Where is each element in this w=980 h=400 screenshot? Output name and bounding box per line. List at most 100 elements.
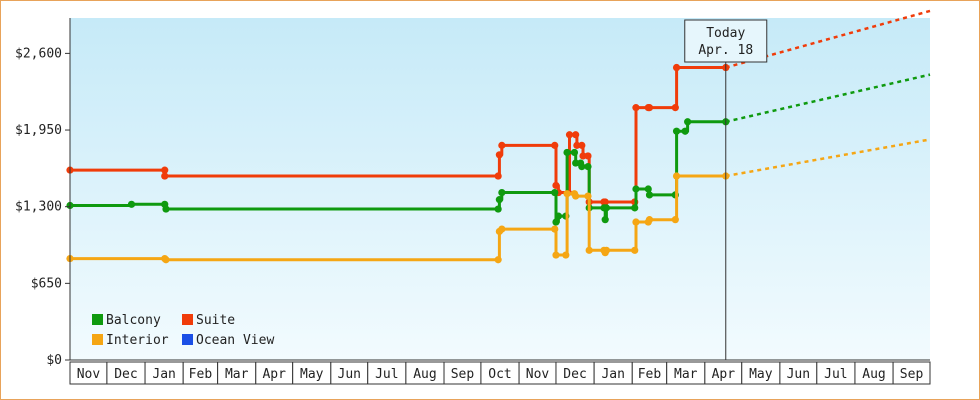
data-point — [551, 188, 559, 197]
today-layer: Today Apr. 18 — [684, 19, 768, 360]
x-tick-label: Feb — [189, 367, 213, 382]
y-tick-label: $1,300 — [15, 200, 62, 215]
legend-swatch-balcony — [92, 314, 103, 325]
series-layer — [66, 9, 931, 264]
data-point — [672, 172, 681, 180]
series-interior — [66, 138, 931, 264]
projection-line-balcony — [725, 73, 931, 123]
axis-layer: $0 $650 $1,300 $1,950 $2,600 Nov Dec Jan Feb Mar A… — [15, 18, 931, 385]
data-point — [573, 141, 581, 149]
data-point — [644, 185, 652, 193]
data-point — [632, 218, 640, 226]
data-point — [495, 196, 503, 204]
legend-label-ocean-view: Ocean View — [196, 333, 274, 348]
x-tick-label: Jun — [787, 367, 810, 382]
y-tick-label: $650 — [31, 276, 62, 291]
data-point — [127, 200, 136, 208]
data-point — [632, 104, 640, 112]
data-point — [632, 185, 640, 193]
data-point — [572, 131, 580, 139]
data-point — [161, 172, 169, 180]
x-tick-label: Jun — [338, 367, 361, 382]
data-point — [551, 141, 559, 149]
legend-label-balcony: Balcony — [106, 313, 161, 328]
data-point — [672, 63, 681, 72]
data-point — [584, 192, 592, 200]
x-tick-label: Nov — [77, 367, 101, 382]
data-point — [579, 152, 587, 160]
data-point — [672, 127, 681, 135]
data-point — [494, 205, 502, 213]
data-point — [565, 131, 574, 139]
data-point — [602, 204, 611, 212]
data-point — [631, 204, 639, 212]
series-balcony — [66, 73, 931, 226]
data-point — [554, 212, 563, 220]
x-tick-label: Sep — [451, 367, 475, 382]
y-tick-label: $2,600 — [15, 46, 62, 61]
data-point — [161, 166, 169, 174]
x-tick-label: Oct — [488, 367, 511, 382]
data-point — [562, 251, 570, 259]
x-tick-label: Jul — [375, 367, 398, 382]
today-date: Apr. 18 — [698, 43, 753, 58]
x-tick-label: Feb — [638, 367, 662, 382]
today-label: Today — [706, 26, 745, 41]
x-tick-label: Jan — [152, 367, 175, 382]
data-point — [645, 104, 654, 112]
x-tick-label: Aug — [413, 367, 436, 382]
today-box — [684, 19, 768, 63]
data-point — [645, 216, 654, 224]
data-point — [684, 118, 692, 126]
x-tick-label: May — [300, 367, 324, 382]
data-point — [563, 190, 571, 198]
data-point — [552, 218, 560, 226]
data-point — [572, 192, 580, 200]
x-tick-label: Dec — [563, 367, 586, 382]
legend-swatch-ocean-view — [182, 334, 193, 345]
data-point — [585, 246, 593, 254]
data-point — [162, 256, 170, 264]
x-tick-label: Aug — [862, 367, 885, 382]
legend-label-interior: Interior — [106, 333, 169, 348]
legend-swatch-suite — [182, 314, 193, 325]
data-point — [572, 159, 580, 167]
data-point — [631, 246, 639, 254]
legend-label-suite: Suite — [196, 313, 235, 328]
x-tick-label: Apr — [262, 367, 286, 382]
x-tick-label: Mar — [674, 367, 698, 382]
data-point — [162, 205, 170, 213]
x-tick-label: Apr — [712, 367, 736, 382]
data-point — [601, 216, 609, 224]
x-tick-label: Nov — [526, 367, 550, 382]
data-point — [498, 225, 506, 233]
data-point — [578, 162, 586, 171]
data-point — [681, 127, 689, 135]
data-point — [645, 191, 654, 199]
data-point — [671, 104, 679, 112]
data-point — [551, 225, 559, 233]
data-point — [671, 216, 679, 224]
data-point — [563, 148, 571, 157]
data-point — [498, 188, 506, 197]
legend-swatch-interior — [92, 334, 103, 345]
data-point — [602, 246, 611, 254]
data-point — [495, 151, 503, 159]
y-tick-label: $0 — [46, 353, 62, 368]
data-point — [494, 256, 502, 264]
data-point — [552, 251, 560, 259]
legend: Balcony Suite Interior Ocean View — [92, 313, 274, 348]
x-tick-label: Jul — [824, 367, 847, 382]
data-point — [584, 152, 592, 160]
plot-background — [70, 18, 930, 360]
x-tick-box — [892, 361, 931, 385]
projection-line-interior — [725, 138, 931, 178]
data-point — [584, 162, 592, 171]
data-point — [601, 198, 609, 206]
x-tick-label: Sep — [900, 367, 924, 382]
data-point — [570, 148, 579, 157]
y-tick-label: $1,950 — [15, 123, 62, 138]
data-point — [552, 181, 560, 190]
x-tick-label: Jan — [601, 367, 624, 382]
